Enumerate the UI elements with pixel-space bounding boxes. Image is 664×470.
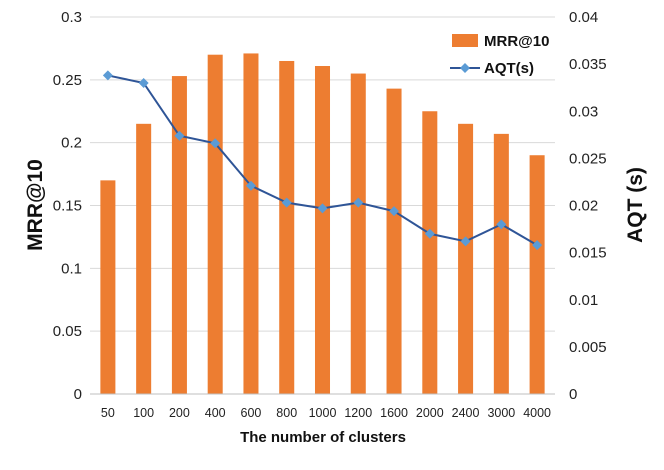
point-aqt (424, 228, 435, 239)
bar-mrr (350, 73, 366, 395)
bar-mrr (136, 123, 152, 395)
bar-mrr (422, 111, 438, 394)
y-right-tick-label: 0.025 (569, 150, 607, 167)
y-right-tick-label: 0.005 (569, 339, 607, 356)
x-tick-label: 200 (169, 406, 190, 420)
point-aqt (460, 236, 471, 247)
x-axis-title: The number of clusters (240, 429, 406, 446)
y-right-tick-label: 0.04 (569, 9, 598, 26)
y-right-tick-label: 0.01 (569, 292, 598, 309)
point-aqt (210, 138, 221, 149)
bar-mrr (100, 180, 116, 394)
y-axis-right-title: AQT (s) (624, 167, 647, 243)
point-aqt (245, 180, 256, 191)
x-tick-label: 100 (133, 406, 154, 420)
y-left-tick-label: 0.2 (61, 135, 82, 152)
y-left-tick-label: 0.3 (61, 9, 82, 26)
x-tick-label: 2000 (416, 406, 444, 420)
x-tick-label: 800 (276, 406, 297, 420)
bar-mrr (207, 54, 223, 394)
point-aqt (281, 197, 292, 208)
point-aqt (102, 70, 113, 81)
legend-marker-aqt (460, 63, 470, 73)
bar-mrr (314, 66, 331, 394)
point-aqt (317, 203, 328, 214)
y-left-tick-label: 0.15 (53, 198, 82, 215)
point-aqt (138, 77, 149, 88)
bar-mrr (171, 76, 187, 395)
x-tick-label: 50 (101, 406, 115, 420)
x-tick-label: 1600 (380, 406, 408, 420)
legend-label-aqt: AQT(s) (484, 60, 534, 77)
legend-swatch-mrr (452, 34, 478, 47)
point-aqt (389, 206, 400, 217)
point-aqt (353, 197, 364, 208)
x-tick-label: 1000 (309, 406, 337, 420)
bar-series-mrr (100, 53, 545, 395)
legend: MRR@10 AQT(s) (450, 33, 549, 77)
y-left-tick-label: 0 (74, 386, 82, 403)
bar-mrr (529, 155, 545, 394)
point-aqt (174, 130, 185, 141)
bar-mrr (243, 53, 259, 395)
x-tick-label: 4000 (523, 406, 551, 420)
bar-mrr (458, 123, 474, 395)
x-tick-label: 2400 (452, 406, 480, 420)
point-aqt (496, 219, 507, 230)
bar-mrr (386, 88, 402, 394)
bar-mrr (493, 133, 509, 394)
legend-label-mrr: MRR@10 (484, 33, 549, 50)
y-axis-left-title: MRR@10 (24, 159, 47, 251)
x-tick-label: 400 (205, 406, 226, 420)
y-left-tick-label: 0.25 (53, 72, 82, 89)
y-right-tick-label: 0.03 (569, 103, 598, 120)
y-right-tick-label: 0.035 (569, 56, 607, 73)
y-left-tick-label: 0.1 (61, 260, 82, 277)
y-right-tick-label: 0.015 (569, 245, 607, 262)
line-series-aqt (102, 70, 543, 251)
y-axis-left: 0 0.05 0.1 0.15 0.2 0.25 0.3 (53, 9, 82, 403)
y-left-tick-label: 0.05 (53, 323, 82, 340)
y-right-tick-label: 0 (569, 386, 577, 403)
x-tick-label: 600 (241, 406, 262, 420)
x-tick-label: 1200 (344, 406, 372, 420)
y-axis-right: 0 0.005 0.01 0.015 0.02 0.025 0.03 0.035 0.04 (569, 9, 607, 403)
x-tick-label: 3000 (487, 406, 515, 420)
bar-mrr (279, 60, 295, 394)
x-axis: 50 100 200 400 600 800 1000 1200 1600 2000 2400 300… (90, 393, 555, 420)
y-right-tick-label: 0.02 (569, 198, 598, 215)
point-aqt (532, 240, 543, 251)
